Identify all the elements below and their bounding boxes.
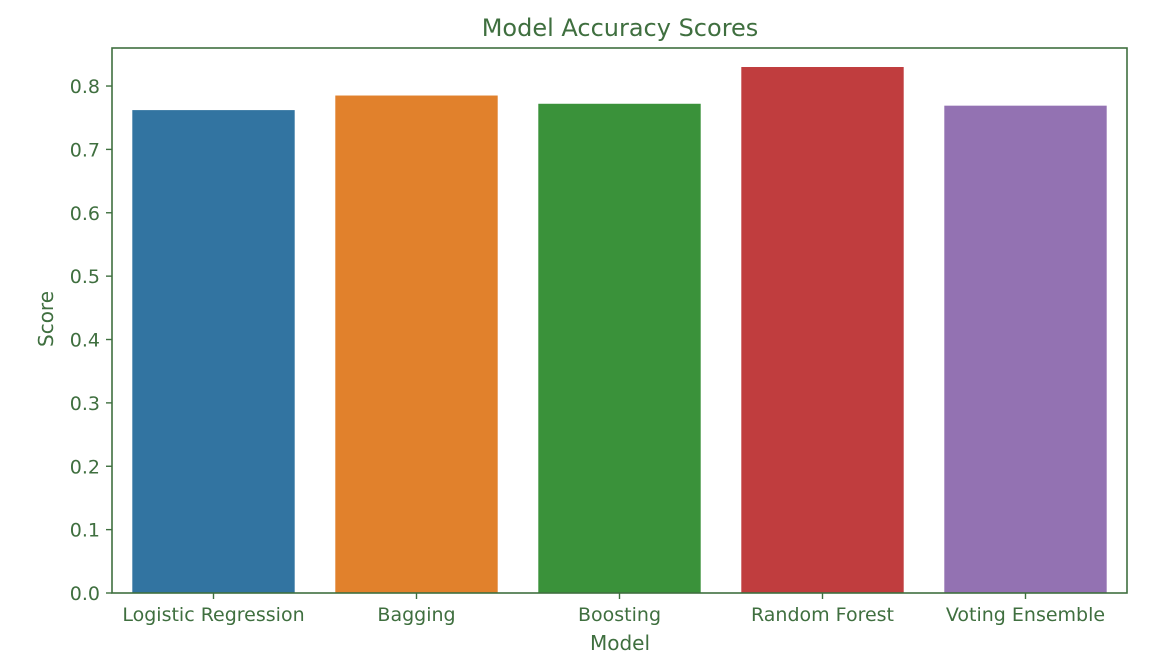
- x-tick-label: Random Forest: [751, 604, 894, 626]
- y-tick-label: 0.7: [70, 139, 100, 161]
- y-tick-label: 0.5: [70, 266, 100, 288]
- x-axis-ticks: Logistic Regression Bagging Boosting Random…: [122, 593, 1105, 626]
- y-axis-label: Score: [34, 291, 58, 347]
- y-tick-label: 0.4: [70, 330, 100, 352]
- y-tick-label: 0.6: [70, 203, 100, 225]
- y-tick-label: 0.0: [70, 583, 100, 605]
- y-axis-ticks: 0.0 0.1 0.2 0.3 0.4 0.5 0.6 0.7 0.8: [70, 76, 112, 605]
- y-tick-label: 0.3: [70, 393, 100, 415]
- bar-voting-ensemble: [944, 105, 1107, 594]
- plot-frame: [111, 47, 1128, 594]
- bar-logistic-regression: [132, 110, 295, 593]
- bar-boosting: [538, 103, 701, 594]
- bar-random-forest: [741, 67, 904, 593]
- x-tick-label: Logistic Regression: [122, 604, 304, 626]
- x-tick-label: Voting Ensemble: [946, 604, 1105, 626]
- y-tick-label: 0.1: [70, 520, 100, 542]
- x-tick-label: Boosting: [578, 604, 661, 626]
- bar-bagging: [335, 95, 498, 593]
- bars-group: [132, 67, 1107, 594]
- x-axis-label: Model: [590, 631, 650, 655]
- chart-title: Model Accuracy Scores: [482, 14, 759, 42]
- x-tick-label: Bagging: [377, 604, 455, 626]
- y-tick-label: 0.8: [70, 76, 100, 98]
- y-tick-label: 0.2: [70, 456, 100, 478]
